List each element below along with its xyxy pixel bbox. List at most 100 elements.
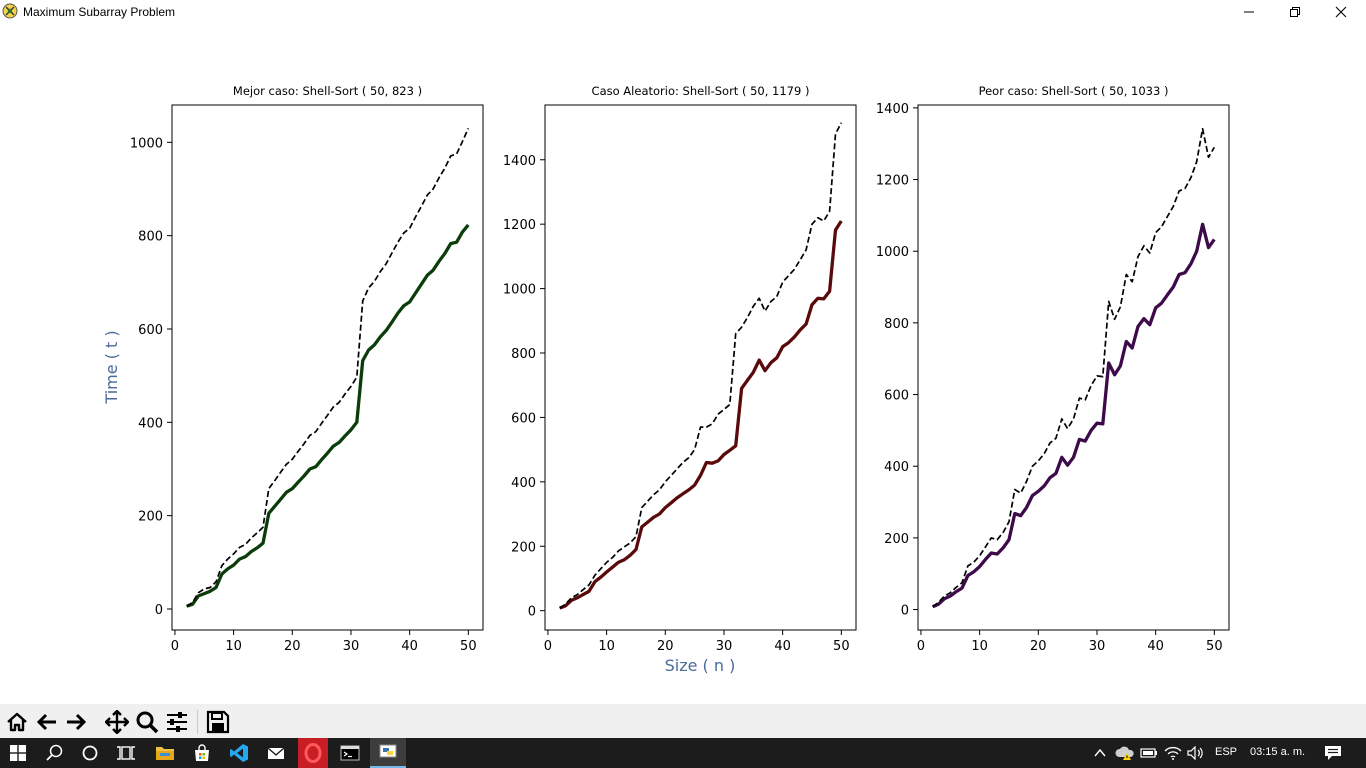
restore-button[interactable] [1272, 0, 1318, 24]
axes-frame-2 [544, 104, 857, 631]
store-button[interactable] [184, 738, 220, 768]
x-tick-label: 50 [460, 639, 477, 654]
y-tick-label: 800 [138, 230, 163, 245]
x-tick-label: 30 [716, 639, 733, 654]
subplots-button[interactable] [164, 709, 190, 735]
pan-button[interactable] [104, 709, 130, 735]
y-tick-label: 0 [901, 604, 909, 619]
x-tick-label: 20 [657, 639, 674, 654]
x-tick-label: 10 [598, 639, 615, 654]
mail-icon [267, 747, 285, 759]
y-tick-label: 1000 [876, 245, 909, 260]
y-tick-label: 1200 [503, 218, 536, 233]
save-icon [206, 710, 230, 734]
arrow-right-icon [67, 713, 87, 731]
y-tick-label: 800 [884, 317, 909, 332]
figure-canvas[interactable]: Mejor caso: Shell-Sort ( 50, 823 ) 0 10 20 3… [0, 24, 1366, 704]
task-view-button[interactable] [108, 738, 144, 768]
y-tick-label: 200 [138, 510, 163, 525]
wifi-tray-button[interactable] [1162, 738, 1184, 768]
speaker-icon [1187, 746, 1203, 760]
x-tick-label: 40 [401, 639, 418, 654]
app-icon [2, 3, 18, 19]
home-button[interactable] [4, 709, 30, 735]
move-icon [105, 710, 129, 734]
x-tick-label: 40 [774, 639, 791, 654]
python-app-button[interactable] [370, 738, 406, 768]
cortana-icon [82, 745, 98, 761]
back-button[interactable] [34, 709, 60, 735]
toolbar-separator [197, 710, 198, 734]
series-line-3-solid [932, 222, 1216, 609]
restore-icon [1290, 7, 1300, 17]
axes-frame-3 [917, 104, 1230, 631]
start-button[interactable] [0, 738, 36, 768]
subplot-title-3: Peor caso: Shell-Sort ( 50, 1033 ) [979, 84, 1169, 98]
folder-icon [156, 747, 174, 760]
search-button[interactable] [38, 738, 72, 768]
close-button[interactable] [1318, 0, 1364, 24]
file-explorer-button[interactable] [147, 738, 183, 768]
opera-icon [304, 743, 322, 763]
x-tick-label: 50 [833, 639, 850, 654]
minimize-button[interactable] [1226, 0, 1272, 24]
y-tick-label: 1000 [130, 136, 163, 151]
x-tick-label: 40 [1147, 639, 1164, 654]
wifi-icon [1164, 746, 1182, 760]
forward-button[interactable] [63, 709, 89, 735]
y-tick-label: 200 [511, 540, 536, 555]
volume-tray-button[interactable] [1185, 738, 1207, 768]
y-tick-label: 600 [511, 411, 536, 426]
y-tick-label: 0 [528, 605, 536, 620]
vscode-button[interactable] [221, 738, 257, 768]
action-center-button[interactable] [1318, 738, 1348, 768]
terminal-button[interactable] [332, 738, 368, 768]
x-axis-label: Size ( n ) [665, 656, 736, 675]
terminal-icon [340, 745, 360, 761]
show-hidden-icons-button[interactable] [1090, 738, 1110, 768]
y-tick-label: 1000 [503, 283, 536, 298]
battery-icon [1140, 748, 1157, 758]
store-icon [195, 744, 209, 761]
y-tick-label: 1400 [503, 154, 536, 169]
battery-tray-button[interactable] [1138, 738, 1160, 768]
y-tick-label: 400 [138, 416, 163, 431]
zoom-button[interactable] [134, 709, 160, 735]
cloud-warning-icon [1115, 746, 1134, 760]
y-tick-label: 0 [155, 603, 163, 618]
sliders-icon [167, 712, 187, 732]
y-tick-label: 1400 [876, 102, 909, 117]
x-tick-label: 50 [1206, 639, 1223, 654]
series-line-2-dashed [559, 122, 843, 609]
x-tick-label: 10 [225, 639, 242, 654]
save-figure-button[interactable] [205, 709, 231, 735]
task-view-icon [117, 746, 135, 760]
opera-button[interactable] [298, 738, 328, 768]
language-indicator[interactable]: ESP [1215, 746, 1238, 758]
series-line-1-solid [186, 223, 470, 608]
y-tick-label: 1200 [876, 174, 909, 189]
windows-icon [10, 745, 26, 761]
notification-icon [1325, 746, 1341, 760]
y-tick-label: 600 [138, 323, 163, 338]
mail-button[interactable] [258, 738, 294, 768]
minimize-icon [1244, 11, 1254, 13]
x-tick-label: 30 [1089, 639, 1106, 654]
x-tick-label: 0 [917, 639, 925, 654]
y-tick-label: 200 [884, 532, 909, 547]
y-tick-label: 400 [884, 460, 909, 475]
weather-tray-button[interactable] [1113, 738, 1137, 768]
cortana-button[interactable] [73, 738, 107, 768]
search-icon [46, 744, 63, 761]
python-icon [379, 744, 397, 758]
y-tick-label: 600 [884, 389, 909, 404]
home-icon [7, 712, 27, 732]
vscode-icon [230, 744, 248, 762]
subplot-title-1: Mejor caso: Shell-Sort ( 50, 823 ) [233, 84, 422, 98]
x-tick-label: 10 [971, 639, 988, 654]
x-tick-label: 20 [1030, 639, 1047, 654]
clock[interactable]: 03:15 a. m. [1250, 746, 1306, 758]
y-tick-label: 800 [511, 347, 536, 362]
x-tick-label: 30 [343, 639, 360, 654]
chevron-up-icon [1094, 748, 1106, 757]
